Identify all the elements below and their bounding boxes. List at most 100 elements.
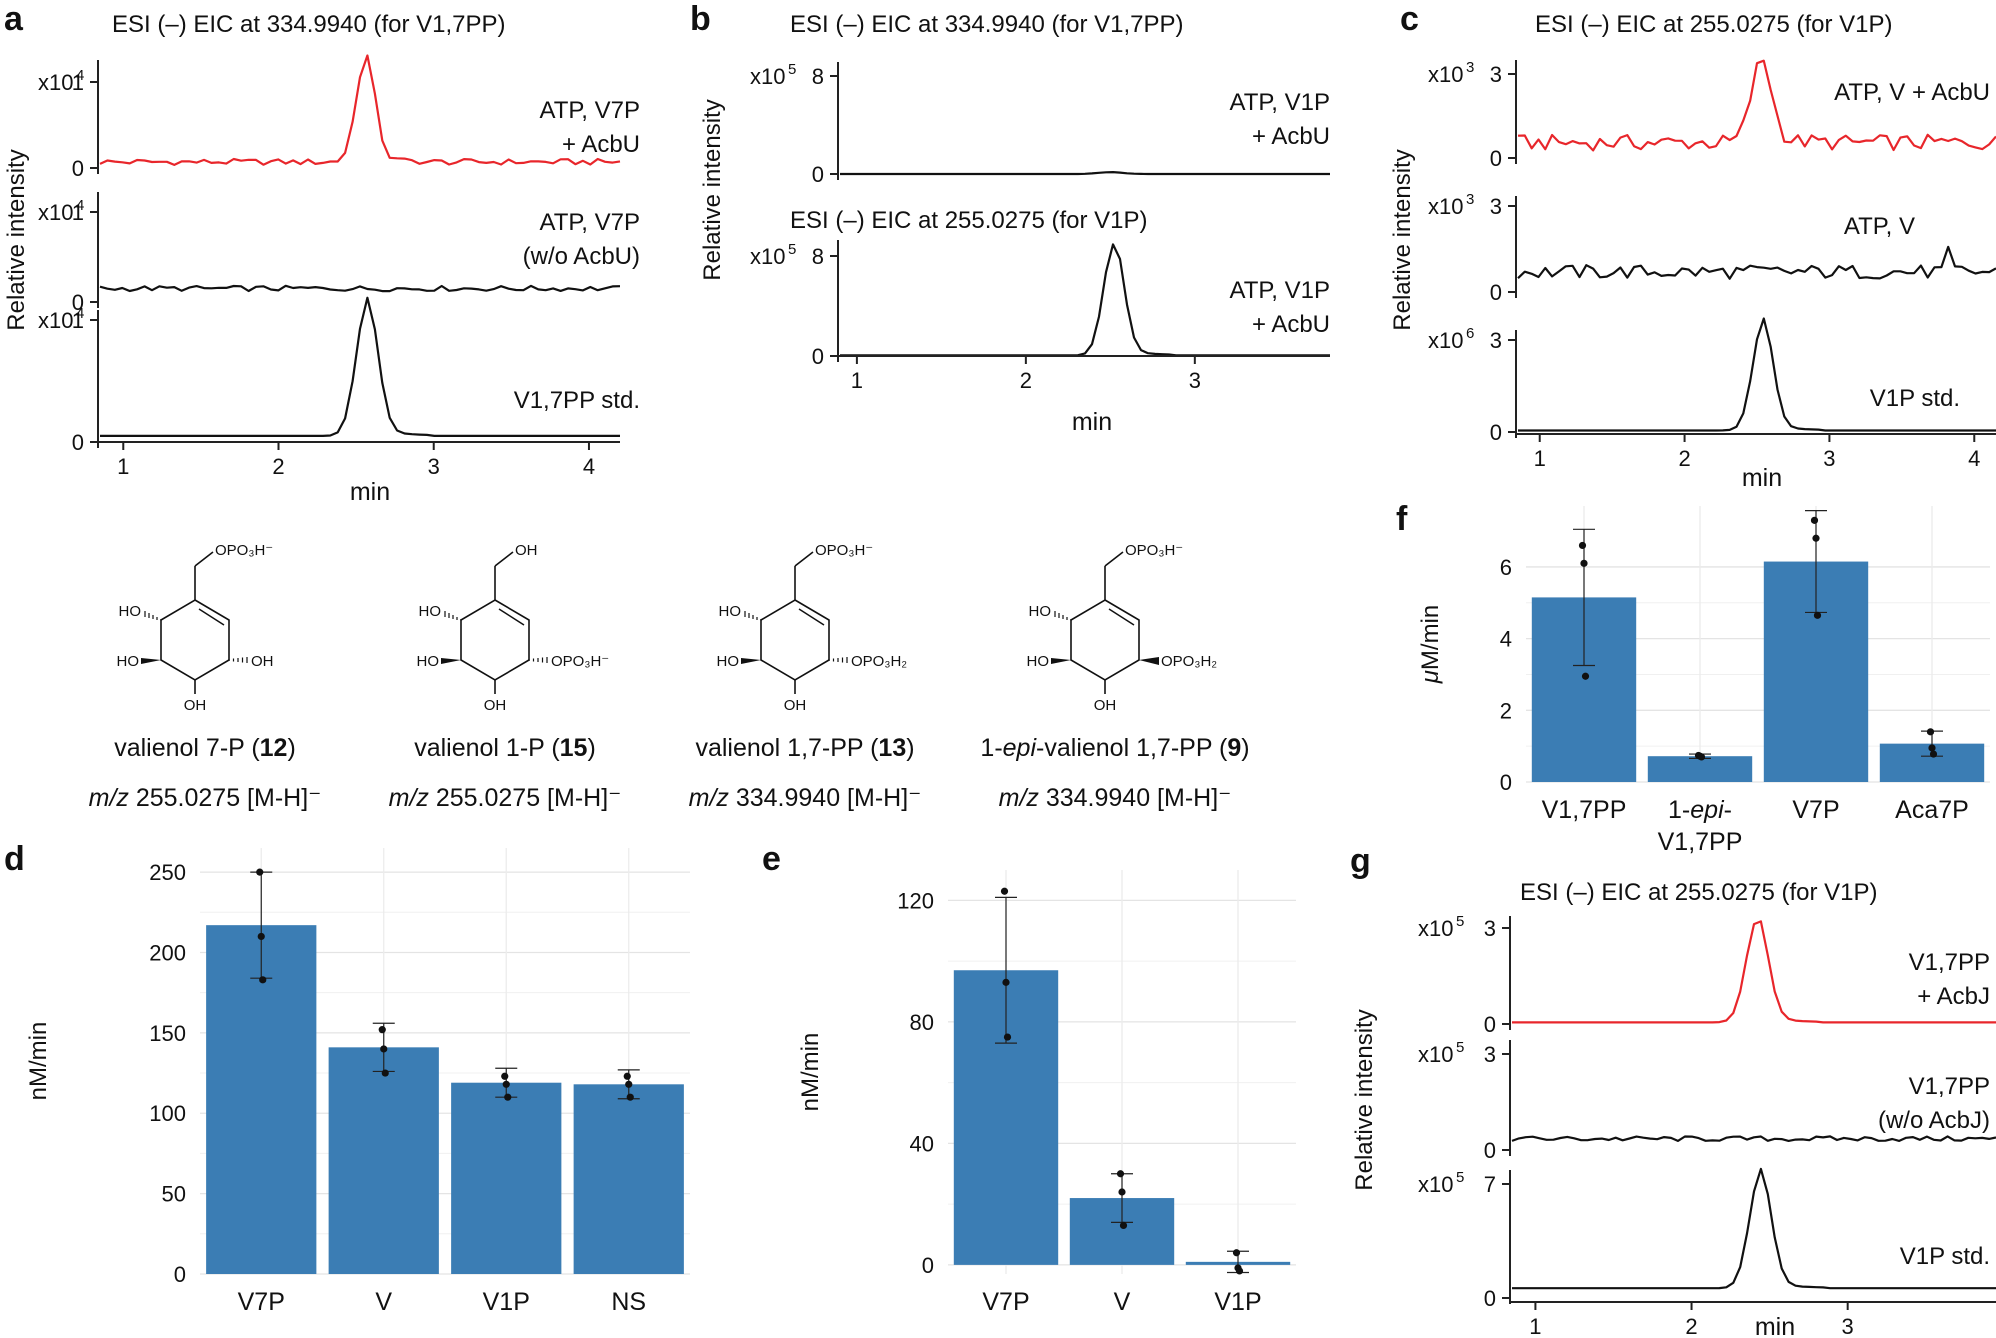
compound-name: valienol 7-P (12)	[114, 734, 296, 762]
x-tick-label: 1	[117, 454, 129, 479]
trace-label: ATP, V1P	[1230, 89, 1331, 116]
y-tick-label: 3	[1484, 916, 1496, 941]
compound-mz: m/z 334.9940 [M-H]⁻	[999, 784, 1232, 812]
data-point	[1813, 611, 1822, 619]
y-tick-label: 0	[1484, 1012, 1496, 1037]
compound-name: valienol 1,7-PP (13)	[695, 734, 914, 762]
x-axis-label: min	[350, 478, 390, 506]
panel-letter: g	[1350, 842, 1371, 880]
double-bond	[798, 608, 825, 626]
data-point	[1929, 750, 1938, 758]
substituent-oh: OH	[784, 697, 807, 714]
compound-name-rest: -valienol 1,7-PP (	[1036, 734, 1228, 762]
compound-structure: OH HO HO OH OPO₃H⁻	[417, 542, 610, 714]
compound-structure: OPO₃H⁻ HO HO OH OH	[117, 542, 274, 714]
compound-name-epi: epi	[1003, 734, 1038, 762]
data-point	[1928, 744, 1936, 752]
data-point	[378, 1026, 386, 1034]
compound-number: 9	[1227, 734, 1241, 762]
bond	[1104, 551, 1124, 567]
scale-multiplier: x10	[38, 308, 73, 333]
mz-prefix: m/z	[389, 784, 436, 812]
bar	[206, 925, 317, 1274]
substituent-c7: OPO₃H⁻	[215, 542, 273, 559]
x-tick-label: 1	[1529, 1314, 1541, 1338]
bond	[794, 551, 814, 567]
chart-title: ESI (–) EIC at 255.0275 (for V1P)	[1520, 879, 1878, 906]
compound-name: 1-epi-valienol 1,7-PP (9)	[980, 734, 1249, 762]
data-point	[1578, 541, 1587, 550]
x-tick-label: 4	[583, 454, 595, 479]
y-tick-label: 0	[1490, 280, 1502, 305]
x-axis-label: min	[1742, 464, 1782, 492]
data-point	[1581, 672, 1590, 680]
data-point	[625, 1080, 633, 1088]
y-tick-label: 7	[1484, 1172, 1496, 1197]
bar	[451, 1082, 562, 1274]
data-point	[626, 1093, 634, 1101]
mz-value: 334.9940 [M-H]⁻	[736, 784, 922, 812]
panel-g: g ESI (–) EIC at 255.0275 (for V1P) Relati…	[1350, 842, 1996, 1338]
y-tick-label: 80	[910, 1010, 934, 1035]
x-tick-label: 2	[1678, 446, 1690, 471]
double-bond	[198, 608, 225, 626]
compound-number: 13	[878, 734, 906, 762]
y-tick-label: 0	[1500, 770, 1512, 795]
panel-letter: b	[690, 0, 711, 38]
data-point	[1810, 516, 1819, 524]
panel-a: a ESI (–) EIC at 334.9940 (for V1,7PP) Rel…	[3, 0, 640, 506]
trace-title: ESI (–) EIC at 255.0275 (for V1P)	[790, 207, 1148, 234]
trace-line	[1512, 1167, 1996, 1290]
scale-multiplier: x10	[1428, 328, 1463, 353]
substituent-ho: HO	[119, 603, 142, 620]
compound-name-close: )	[587, 734, 595, 762]
scale-exponent: 5	[1456, 1039, 1464, 1056]
structures-row: OPO₃H⁻ HO HO OH OH valienol 7-P (12) m/z 255.0…	[89, 542, 1250, 812]
compound-mz: m/z 334.9940 [M-H]⁻	[689, 784, 922, 812]
unit-mu: μ	[1417, 670, 1444, 684]
substituent-ho: HO	[419, 603, 442, 620]
substituent-c7: OPO₃H⁻	[815, 542, 873, 559]
trace-line	[1517, 59, 1996, 152]
y-tick-label: 250	[149, 860, 186, 885]
trace-label: + AcbU	[1252, 311, 1330, 338]
trace-label: ATP, V7P	[540, 209, 641, 236]
x-tick-label: 3	[1823, 446, 1835, 471]
y-axis-label: Relative intensity	[699, 99, 726, 280]
scale-exponent: 4	[76, 197, 84, 214]
data-point	[1119, 1221, 1128, 1229]
double-bond	[498, 608, 525, 626]
data-point	[381, 1069, 389, 1077]
x-tick-label: V7P	[1792, 796, 1839, 824]
chart-title: ESI (–) EIC at 255.0275 (for V1P)	[1535, 11, 1893, 38]
trace-title: ESI (–) EIC at 334.9940 (for V1,7PP)	[790, 11, 1184, 38]
y-tick-label: 0	[1490, 146, 1502, 171]
data-point	[1697, 753, 1706, 761]
y-tick-label: 3	[1490, 328, 1502, 353]
x-tick-label: 4	[1968, 446, 1980, 471]
panel-letter: f	[1396, 500, 1408, 538]
y-tick-label: 3	[1484, 1042, 1496, 1067]
y-axis-label: Relative intensity	[3, 149, 30, 330]
y-tick-label: 1	[72, 308, 84, 333]
scale-exponent: 5	[1456, 913, 1464, 930]
trace-label: ATP, V1P	[1230, 277, 1331, 304]
compound-mz: m/z 255.0275 [M-H]⁻	[89, 784, 322, 812]
bar	[573, 1084, 684, 1274]
substituent-ho: HO	[1027, 653, 1050, 670]
y-tick-label: 4	[1500, 627, 1512, 652]
compound-structure: OPO₃H⁻ HO HO OH OPO₃H₂	[717, 542, 908, 714]
mz-prefix: m/z	[89, 784, 136, 812]
data-point	[1812, 534, 1820, 542]
scale-exponent: 6	[1466, 325, 1474, 342]
scale-multiplier: x10	[1418, 1042, 1453, 1067]
scale-multiplier: x10	[750, 244, 785, 269]
trace-label: + AcbU	[562, 131, 640, 158]
x-tick-label: 2	[272, 454, 284, 479]
y-tick-label: 0	[72, 290, 84, 315]
substituent-ho: HO	[417, 653, 440, 670]
trace-label: ATP, V + AcbU	[1834, 79, 1990, 106]
x-tick-label: V1P	[1214, 1288, 1261, 1316]
substituent-ho: HO	[717, 653, 740, 670]
y-tick-label: 8	[812, 64, 824, 89]
